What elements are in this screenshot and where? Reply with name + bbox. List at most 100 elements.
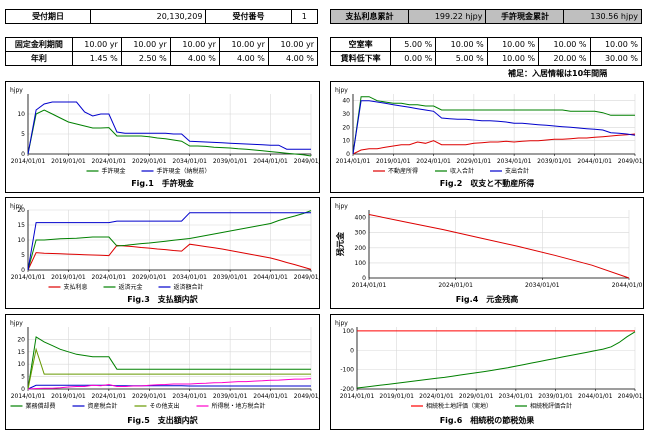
rate-cell: 固定金利期間 <box>5 37 73 52</box>
vacancy-cell: 5.00 % <box>435 51 488 66</box>
y-tick-label: 5 <box>21 131 25 138</box>
x-tick-label: 2014/01/01 <box>340 393 375 400</box>
vacancy-cell: 20.00 % <box>538 51 591 66</box>
received-date-value: 20,130,209 <box>90 9 207 24</box>
interest-total-label: 支払利息累計 <box>330 9 409 24</box>
cash-total-label: 手許現金累計 <box>485 9 565 24</box>
x-tick-label: 2039/01/01 <box>538 393 573 400</box>
x-tick-label: 2029/01/01 <box>132 158 167 165</box>
legend-label: 返済額合計 <box>174 283 204 291</box>
y-axis-title: 残元金 <box>335 231 345 256</box>
series-line <box>27 347 311 390</box>
x-tick-label: 2019/01/01 <box>376 158 411 165</box>
y-tick-label: 20 <box>342 124 350 131</box>
x-tick-label: 2044/01/01 <box>612 282 643 289</box>
legend-label: 返済元金 <box>119 283 143 291</box>
y-tick-label: 400 <box>355 215 367 222</box>
x-tick-label: 2014/01/01 <box>11 393 46 400</box>
y-tick-label: 0 <box>346 151 350 158</box>
y-unit-label: hjpy <box>335 203 348 210</box>
y-tick-label: 15 <box>17 349 25 356</box>
x-tick-label: 2034/01/01 <box>172 158 207 165</box>
legend-label: 手許現金 <box>102 167 126 175</box>
rate-row-period: 固定金利期間 10.00 yr 10.00 yr 10.00 yr 10.00 … <box>5 37 319 52</box>
legend-label: その他支出 <box>150 402 180 410</box>
vacancy-cell: 空室率 <box>329 37 392 52</box>
y-tick-label: 10 <box>342 138 350 145</box>
chart-panel-fig6: hjpy -200 -100 0 100 2014/01/01 2019/01/01 2024… <box>330 314 650 430</box>
rate-cell: 10.00 yr <box>267 37 319 52</box>
x-tick-label: 2039/01/01 <box>213 274 248 281</box>
rate-cell: 10.00 yr <box>218 37 269 52</box>
chart-fig1: hjpy 0 5 10 2014/01/01 2019/01/01 2024/01/01 20… <box>10 87 328 188</box>
y-tick-label: 5 <box>21 374 25 381</box>
chart-title: Fig.2 収支と不動産所得 <box>440 178 535 188</box>
x-tick-label: 2014/01/01 <box>11 158 46 165</box>
series-line <box>356 331 636 389</box>
y-tick-label: 0 <box>21 267 25 274</box>
vacancy-cell: 10.00 % <box>538 37 591 52</box>
x-tick-label: 2049/01/01 <box>294 158 319 165</box>
rent-decline-row: 賃料低下率 0.00 % 5.00 % 10.00 % 20.00 % 30.0… <box>329 51 643 66</box>
y-unit-label: hjpy <box>10 87 23 94</box>
legend-label: 支払利息 <box>64 283 88 291</box>
x-tick-label: 2019/01/01 <box>51 158 86 165</box>
series-line <box>352 133 636 155</box>
rate-cell: 4.00 % <box>267 51 319 66</box>
y-tick-label: 0 <box>21 151 25 158</box>
vacancy-cell: 10.00 % <box>589 37 643 52</box>
x-tick-label: 2024/01/01 <box>92 158 127 165</box>
x-tick-label: 2024/01/01 <box>416 158 451 165</box>
vacancy-table: 空室率 5.00 % 10.00 % 10.00 % 10.00 % 10.00… <box>329 37 643 66</box>
rate-cell: 年利 <box>5 51 73 66</box>
vacancy-cell: 5.00 % <box>390 37 437 52</box>
y-tick-label: 30 <box>342 111 350 118</box>
x-tick-label: 2014/01/01 <box>352 282 387 289</box>
x-tick-label: 2029/01/01 <box>457 158 492 165</box>
x-tick-label: 2029/01/01 <box>132 393 167 400</box>
chart-fig2: hjpy 0 10 20 30 40 2014/01/01 2019/01/01 2024/01… <box>335 87 650 188</box>
series-line <box>27 210 312 271</box>
y-tick-label: 20 <box>17 207 25 214</box>
y-tick-label: 100 <box>355 260 367 267</box>
vacancy-cell: 30.00 % <box>589 51 643 66</box>
x-tick-label: 2024/01/01 <box>92 274 127 281</box>
x-tick-label: 2044/01/01 <box>577 158 612 165</box>
y-tick-label: 10 <box>17 111 25 118</box>
rate-cell: 10.00 yr <box>71 37 122 52</box>
rate-cell: 10.00 yr <box>120 37 171 52</box>
supplement-note: 補足：入居情報は10年間隔 <box>508 69 608 78</box>
y-tick-label: -200 <box>340 386 354 393</box>
x-tick-label: 2024/01/01 <box>438 282 473 289</box>
chart-title: Fig.3 支払額内訳 <box>127 294 199 304</box>
y-tick-label: 0 <box>350 347 354 354</box>
x-tick-label: 2034/01/01 <box>172 274 207 281</box>
vacancy-cell: 10.00 % <box>486 51 540 66</box>
legend-label: 業務償却費 <box>26 402 56 410</box>
x-tick-label: 2029/01/01 <box>459 393 494 400</box>
y-tick-label: 0 <box>362 275 366 282</box>
vacancy-cell: 10.00 % <box>435 37 488 52</box>
vacancy-cell: 賃料低下率 <box>329 51 392 66</box>
x-tick-label: 2049/01/01 <box>294 274 319 281</box>
rate-cell: 10.00 yr <box>169 37 220 52</box>
chart-fig3: hjpy 0 5 10 15 20 2014/01/01 2019/01/01 2024/01/… <box>10 203 328 304</box>
legend-label: 手許現金（納税前） <box>157 167 211 175</box>
y-tick-label: 200 <box>355 245 367 252</box>
legend-label: 収入合計 <box>450 167 474 175</box>
legend-label: 相続税評価合計 <box>530 402 572 410</box>
legend-label: 相続税土地評価（実地） <box>426 402 492 410</box>
x-tick-label: 2034/01/01 <box>172 393 207 400</box>
series-line <box>27 336 311 390</box>
received-number-label: 受付番号 <box>205 9 292 24</box>
chart-panel-fig2: hjpy 0 10 20 30 40 2014/01/01 2019/01/01 2024/01… <box>330 81 650 193</box>
rate-cell: 2.50 % <box>120 51 171 66</box>
x-tick-label: 2014/01/01 <box>11 274 46 281</box>
legend-label: 所得税・地方税合計 <box>212 402 266 410</box>
series-line <box>27 212 311 271</box>
rate-cell: 4.00 % <box>169 51 220 66</box>
received-date-label: 受付期日 <box>4 9 92 24</box>
y-tick-label: 0 <box>21 386 25 393</box>
chart-panel-fig5: hjpy 0 5 10 15 20 2014/01/01 2019/01/01 2024/01/… <box>5 314 328 430</box>
x-tick-label: 2019/01/01 <box>51 393 86 400</box>
